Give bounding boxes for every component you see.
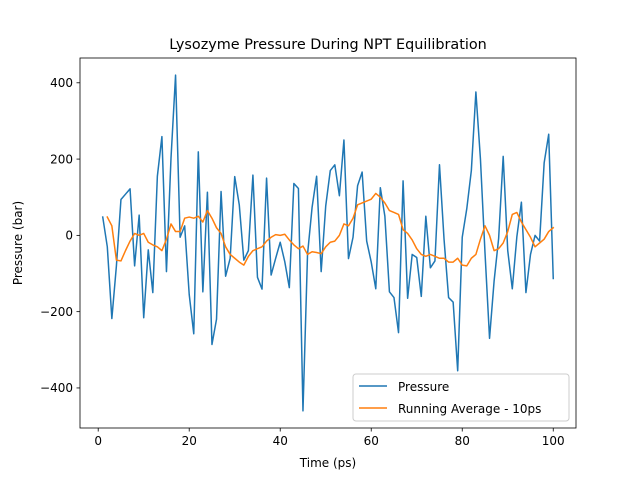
plot-area	[80, 58, 576, 428]
x-axis-ticks: 0 20 40 60 80 100	[94, 428, 565, 448]
x-tick-label: 60	[364, 434, 379, 448]
y-tick-label: 0	[65, 229, 73, 243]
x-tick-label: 80	[455, 434, 470, 448]
legend-label-pressure: Pressure	[398, 380, 449, 394]
x-tick-label: 40	[273, 434, 288, 448]
series-line-pressure	[101, 74, 555, 412]
legend-box	[352, 373, 570, 422]
y-tick-label: 200	[50, 152, 73, 166]
y-tick-label: 400	[50, 76, 73, 90]
x-axis-label: Time (ps)	[299, 456, 356, 470]
x-tick-label: 20	[182, 434, 197, 448]
chart-title: Lysozyme Pressure During NPT Equilibrati…	[169, 37, 487, 53]
x-tick-label: 100	[542, 434, 565, 448]
series-line-running-average	[106, 192, 555, 267]
legend-label-running-average: Running Average - 10ps	[398, 402, 541, 416]
axes-frame	[79, 57, 577, 429]
legend: Pressure Running Average - 10ps	[352, 373, 570, 422]
y-axis-label: Pressure (bar)	[11, 201, 25, 285]
y-axis-ticks: −400 −200 0 200 400	[40, 76, 80, 395]
y-tick-label: −200	[40, 305, 73, 319]
y-tick-label: −400	[40, 381, 73, 395]
x-tick-label: 0	[94, 434, 102, 448]
series-layer	[101, 74, 555, 412]
